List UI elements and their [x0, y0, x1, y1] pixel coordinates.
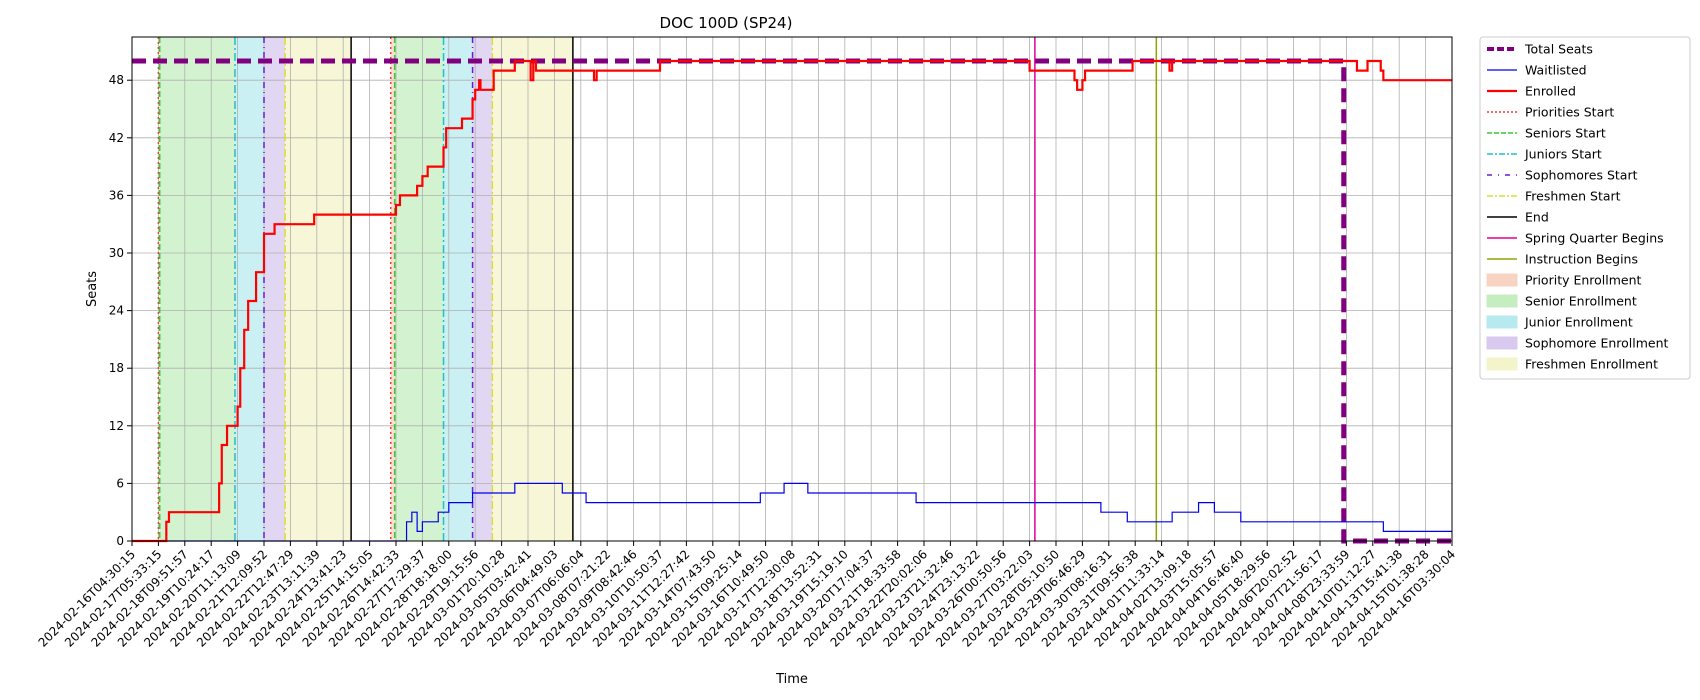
grid — [131, 37, 1453, 542]
legend-label: Priorities Start — [1525, 105, 1614, 120]
shaded-region-1 — [234, 37, 264, 541]
y-tick-label: 18 — [109, 361, 124, 375]
legend-label: Waitlisted — [1525, 63, 1587, 78]
shaded-region-0 — [159, 37, 235, 541]
y-tick-label: 12 — [109, 419, 124, 433]
shaded-region-5 — [394, 37, 444, 541]
legend-swatch — [1486, 294, 1518, 308]
shaded-region-7 — [472, 37, 493, 541]
y-tick-label: 24 — [109, 304, 124, 318]
legend-label: Total Seats — [1524, 42, 1593, 57]
shaded-region-4 — [390, 37, 395, 541]
legend-label: Instruction Begins — [1525, 252, 1638, 267]
legend-label: Junior Enrollment — [1524, 315, 1633, 330]
shaded-region-8 — [492, 37, 573, 541]
legend-label: Priority Enrollment — [1525, 273, 1642, 288]
legend: Total Seats Waitlisted Enrolled Priorities … — [1479, 36, 1691, 380]
shaded-region-6 — [443, 37, 473, 541]
x-axis: 2024-02-16T04:30:152024-02-17T05:33:1520… — [36, 541, 1458, 650]
legend-label: Sophomore Enrollment — [1525, 336, 1669, 351]
legend-label: Freshmen Enrollment — [1525, 357, 1658, 372]
chart-title: DOC 100D (SP24) — [660, 14, 793, 32]
legend-label: Seniors Start — [1525, 126, 1606, 141]
series-line-waitlisted — [132, 482, 1452, 542]
y-tick-label: 30 — [109, 246, 124, 260]
shaded-regions — [159, 37, 573, 541]
y-tick-label: 48 — [109, 73, 124, 87]
legend-swatch — [1486, 315, 1518, 329]
y-axis-label: Seats — [85, 271, 100, 307]
legend-label: Enrolled — [1525, 84, 1576, 99]
vertical-markers — [157, 37, 1158, 541]
y-tick-label: 6 — [116, 476, 124, 490]
legend-swatch — [1486, 357, 1518, 371]
y-axis: 0 6 12 18 24 30 36 42 48 — [109, 73, 132, 548]
shaded-region-2 — [264, 37, 286, 541]
y-tick-label: 36 — [109, 188, 124, 202]
legend-label: Spring Quarter Begins — [1525, 231, 1664, 246]
series-line-enrolled — [132, 59, 1452, 543]
legend-box — [1479, 36, 1691, 380]
legend-label: Freshmen Start — [1525, 189, 1621, 204]
legend-swatch — [1486, 273, 1518, 287]
legend-label: Sophomores Start — [1525, 168, 1638, 183]
y-tick-label: 0 — [116, 534, 124, 548]
legend-swatch — [1486, 336, 1518, 350]
y-tick-label: 42 — [109, 131, 124, 145]
legend-label: Juniors Start — [1524, 147, 1602, 162]
legend-label: End — [1525, 210, 1549, 225]
legend-label: Senior Enrollment — [1525, 294, 1637, 309]
x-axis-label: Time — [775, 672, 808, 687]
shaded-region-3 — [285, 37, 352, 541]
